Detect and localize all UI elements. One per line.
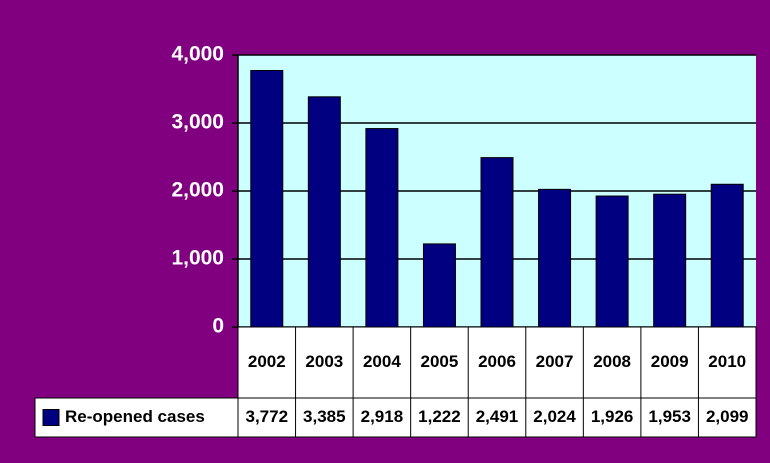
y-tick-label: 0 bbox=[212, 315, 224, 338]
data-table-value: 1,926 bbox=[591, 407, 634, 426]
bar bbox=[250, 70, 284, 328]
legend-label: Re-opened cases bbox=[65, 407, 205, 426]
bar bbox=[595, 195, 629, 328]
bar bbox=[653, 193, 687, 328]
bar bbox=[480, 157, 514, 328]
x-tick-label: 2005 bbox=[421, 352, 459, 371]
bar bbox=[710, 183, 744, 328]
bar bbox=[422, 243, 456, 328]
y-tick-label: 1,000 bbox=[171, 247, 224, 270]
table-series-row bbox=[34, 397, 757, 438]
data-table-value: 2,491 bbox=[476, 407, 519, 426]
data-table-value: 3,772 bbox=[246, 407, 289, 426]
bar bbox=[365, 128, 399, 328]
x-tick-label: 2009 bbox=[651, 352, 689, 371]
data-table-value: 3,385 bbox=[303, 407, 346, 426]
x-tick-label: 2010 bbox=[708, 352, 746, 371]
bar bbox=[307, 96, 341, 328]
data-table-value: 1,953 bbox=[648, 407, 691, 426]
y-tick-label: 3,000 bbox=[171, 111, 224, 134]
data-table-value: 2,024 bbox=[533, 407, 576, 426]
data-table-value: 1,222 bbox=[418, 407, 461, 426]
legend-key bbox=[42, 409, 60, 426]
x-tick-label: 2003 bbox=[305, 352, 343, 371]
data-table-value: 2,918 bbox=[361, 407, 404, 426]
x-tick-label: 2007 bbox=[536, 352, 574, 371]
x-tick-label: 2008 bbox=[593, 352, 631, 371]
y-tick-label: 4,000 bbox=[171, 43, 224, 66]
x-tick-label: 2004 bbox=[363, 352, 401, 371]
y-tick-label: 2,000 bbox=[171, 179, 224, 202]
bar bbox=[538, 188, 572, 328]
data-table-value: 2,099 bbox=[706, 407, 749, 426]
table-category-row bbox=[237, 326, 757, 399]
x-tick-label: 2006 bbox=[478, 352, 516, 371]
x-tick-label: 2002 bbox=[248, 352, 286, 371]
